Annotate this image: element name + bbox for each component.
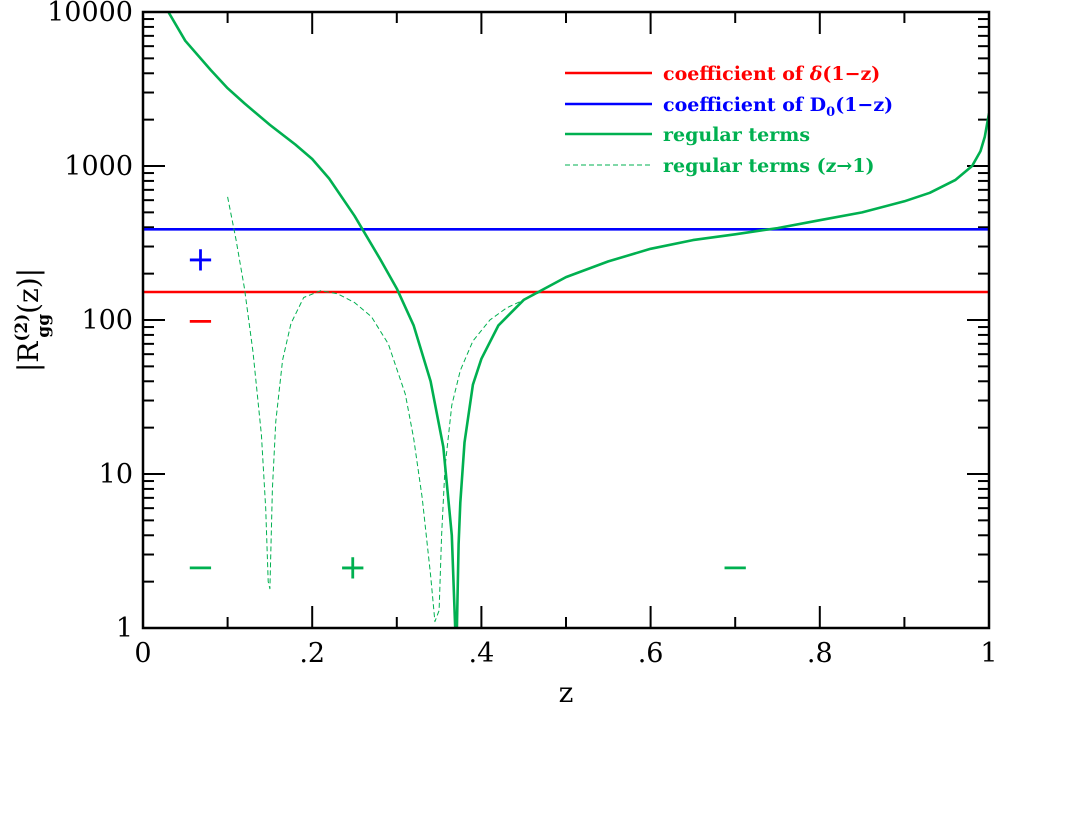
- x-tick-label: .6: [638, 638, 664, 669]
- legend-entry-d0: coefficient of D0(1−z): [565, 94, 893, 120]
- legend-entry-regular: regular terms: [565, 124, 810, 146]
- y-tick-label: 100: [81, 305, 133, 336]
- y-axis-title: |R(2) gg(z)|: [12, 268, 54, 372]
- y-axis-title-prefix: |R: [12, 341, 45, 372]
- legend-entry-regular-z1: regular terms (z→1): [565, 155, 875, 177]
- y-axis-title-suffix: (z)|: [12, 268, 45, 314]
- sign-annotation-1: −: [186, 301, 215, 341]
- y-axis-title-sup: (2): [12, 314, 32, 342]
- x-tick-label: .2: [299, 638, 325, 669]
- series-line-2: [167, 12, 989, 628]
- x-tick-label: 0: [134, 638, 151, 669]
- series-line-3: [227, 196, 541, 623]
- sign-annotation-3: +: [339, 548, 368, 588]
- sign-annotation-4: −: [721, 548, 750, 588]
- y-axis-title-sub: gg: [34, 314, 54, 338]
- legend-label-regular-z1: regular terms (z→1): [663, 155, 875, 177]
- svg-text:|R(2)gg(z)|: |R(2) gg(z)|: [12, 268, 54, 372]
- y-tick-label: 1000: [64, 151, 133, 182]
- y-tick-label: 10000: [47, 0, 133, 28]
- legend-label-d0: coefficient of D0(1−z): [663, 94, 893, 120]
- x-tick-label: 1: [980, 638, 997, 669]
- legend-label-regular: regular terms: [663, 124, 810, 146]
- legend: coefficient of δ(1−z) coefficient of D0(…: [565, 63, 893, 177]
- x-tick-label: .8: [807, 638, 833, 669]
- tick-labels: 0 .2 .4 .6 .8 1 1 10 100 1000 10000: [47, 0, 998, 669]
- series-layer: [143, 12, 989, 628]
- legend-entry-delta: coefficient of δ(1−z): [565, 63, 880, 85]
- x-axis-title: z: [559, 676, 574, 709]
- legend-label-delta: coefficient of δ(1−z): [663, 63, 880, 85]
- sign-annotation-2: −: [186, 548, 215, 588]
- y-tick-label: 10: [99, 459, 133, 490]
- y-tick-label: 1: [116, 613, 133, 644]
- plot-frame: [141, 10, 991, 630]
- sign-annotation-0: +: [186, 240, 215, 280]
- x-tick-label: .4: [469, 638, 495, 669]
- sign-annotations: + − − + −: [186, 240, 749, 588]
